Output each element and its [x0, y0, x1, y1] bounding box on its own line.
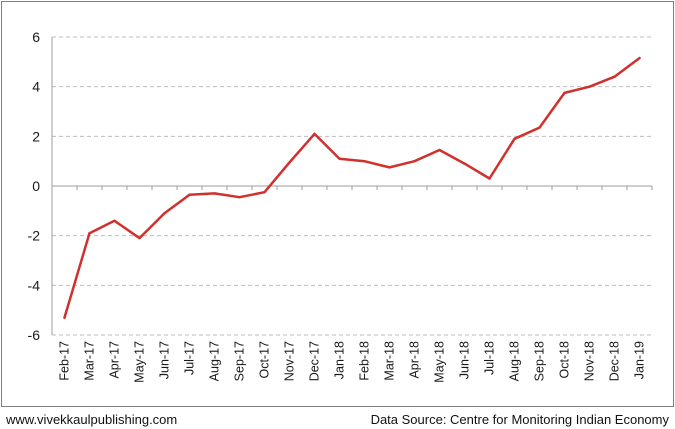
data-point — [263, 191, 266, 194]
x-tick-label: Feb-18 — [358, 341, 372, 381]
x-tick-label: Oct-17 — [258, 341, 272, 379]
x-tick-label: Jul-18 — [483, 341, 497, 375]
data-point — [463, 162, 466, 165]
data-point — [613, 75, 616, 78]
y-tick-label: -4 — [28, 277, 41, 293]
chart-frame: -6 -4 -2 0 2 4 6 Feb-17 Mar-17 Apr-17 May-17 Jun-17… — [1, 1, 674, 407]
data-point — [238, 195, 241, 199]
y-tick-label: 4 — [32, 79, 40, 95]
x-tick-label: Nov-17 — [283, 341, 297, 381]
x-tick-label: Jul-17 — [183, 341, 197, 375]
data-point — [113, 219, 116, 222]
data-point — [63, 316, 66, 319]
x-tick-label: Jun-18 — [458, 341, 472, 379]
x-tick-label: Nov-18 — [583, 341, 597, 381]
x-tick-label: Apr-17 — [108, 341, 122, 379]
data-point — [588, 85, 591, 88]
website-credit: www.vivekkaulpublishing.com — [6, 412, 178, 427]
x-tick-label: Sep-18 — [533, 341, 547, 381]
data-point — [413, 159, 416, 163]
y-tick-label: 2 — [32, 128, 40, 144]
data-point — [388, 166, 391, 169]
data-point — [513, 137, 516, 141]
x-tick-label: May-18 — [433, 341, 447, 383]
data-source-note: Data Source: Centre for Monitoring India… — [370, 412, 669, 427]
data-point — [88, 231, 91, 235]
x-tick-label: Apr-18 — [408, 341, 422, 379]
data-point — [363, 159, 366, 163]
series-line — [63, 56, 641, 319]
data-point — [138, 236, 141, 240]
x-tick-label: Mar-17 — [83, 341, 97, 381]
data-point — [488, 177, 491, 180]
x-tick-label: Jan-18 — [333, 341, 347, 379]
data-point — [638, 56, 641, 60]
x-tick-label: Aug-18 — [508, 341, 522, 381]
x-tick-label: Mar-18 — [383, 341, 397, 381]
x-tick-label: May-17 — [133, 341, 147, 383]
y-tick-label: 6 — [32, 29, 40, 45]
data-point — [338, 157, 341, 160]
data-point — [188, 193, 191, 196]
y-tick-label: 0 — [32, 178, 40, 194]
x-tick-label: Jun-17 — [158, 341, 172, 379]
y-tick-label: -6 — [28, 327, 41, 343]
data-point — [438, 148, 441, 152]
data-point — [563, 91, 566, 95]
data-point — [313, 132, 316, 136]
y-tick-label: -2 — [28, 228, 41, 244]
x-tick-label: Jan-19 — [633, 341, 647, 379]
x-tick-label: Aug-17 — [208, 341, 222, 381]
x-tick-label: Sep-17 — [233, 341, 247, 381]
data-point — [163, 212, 166, 215]
data-point — [213, 192, 216, 195]
data-point — [288, 161, 291, 164]
data-point — [538, 126, 541, 129]
x-tick-label: Dec-17 — [308, 341, 322, 381]
x-tick-label: Oct-18 — [558, 341, 572, 379]
x-tick-label: Dec-18 — [608, 341, 622, 381]
x-tick-label: Feb-17 — [58, 341, 72, 381]
line-chart: -6 -4 -2 0 2 4 6 Feb-17 Mar-17 Apr-17 May-17 Jun-17… — [28, 29, 653, 383]
